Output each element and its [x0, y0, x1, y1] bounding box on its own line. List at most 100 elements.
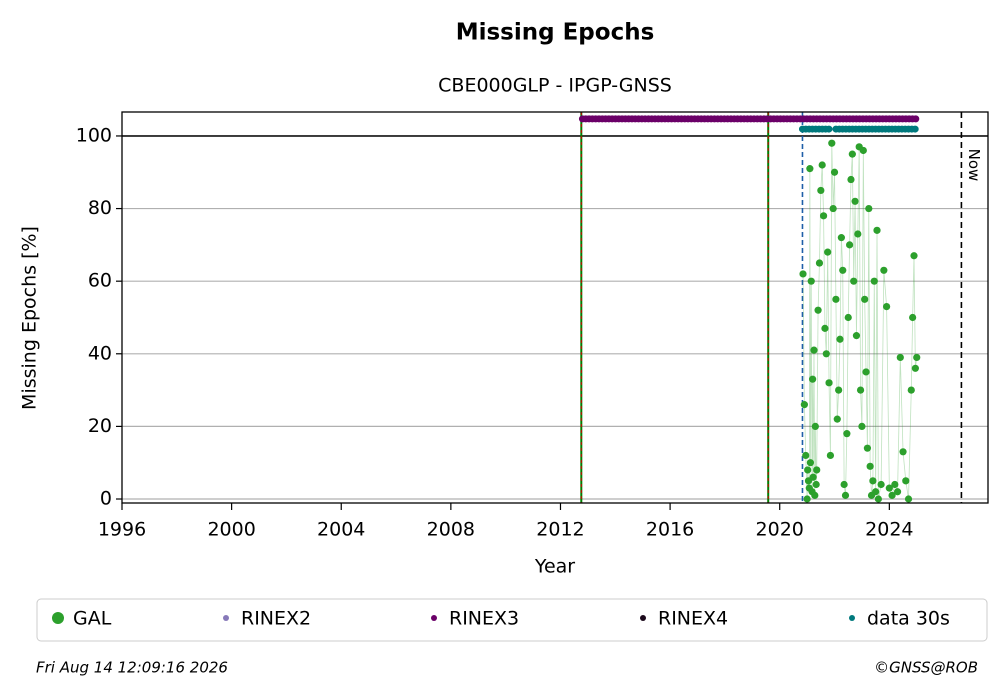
x-tick-label: 2020: [756, 519, 804, 541]
point: [880, 266, 888, 274]
point: [809, 375, 817, 383]
point: [846, 241, 854, 249]
point: [799, 270, 807, 278]
point: [911, 364, 919, 372]
x-tick-label: 2004: [317, 519, 365, 541]
point: [870, 277, 878, 285]
point: [811, 491, 819, 499]
legend-label: GAL: [73, 608, 112, 630]
x-tick-label: 1996: [98, 519, 146, 541]
point: [806, 165, 814, 173]
point: [877, 480, 885, 489]
point: [833, 415, 841, 423]
point: [825, 379, 833, 387]
y-tick-label: 100: [76, 124, 112, 146]
point: [828, 139, 836, 147]
y-axis-label: Missing Epochs [%]: [19, 226, 41, 410]
point: [858, 422, 866, 430]
point: [806, 459, 815, 467]
point: [872, 488, 880, 496]
point: [836, 335, 844, 343]
point: [854, 230, 862, 238]
point: [812, 480, 820, 489]
point: [883, 302, 891, 311]
point: [863, 444, 872, 452]
point: [902, 477, 910, 485]
point: [859, 146, 867, 155]
point: [810, 346, 818, 354]
point: [844, 313, 852, 322]
point: [856, 386, 865, 394]
y-tick-label: 40: [88, 342, 112, 364]
point: [837, 234, 845, 242]
legend-marker: [52, 612, 64, 624]
point: [896, 353, 904, 362]
x-tick-label: 2016: [646, 519, 694, 541]
point: [817, 186, 825, 195]
legend-marker: [223, 615, 229, 621]
point: [803, 495, 811, 503]
x-tick-label: 2024: [865, 519, 913, 541]
point: [862, 368, 870, 376]
legend-marker: [640, 615, 646, 621]
y-tick-label: 20: [88, 415, 112, 437]
y-tick-label: 0: [100, 488, 112, 510]
point: [869, 477, 877, 485]
chart-title: Missing Epochs: [456, 20, 655, 46]
point: [861, 295, 869, 303]
point: [885, 484, 893, 492]
footer-credit: ©GNSS@ROB: [874, 659, 978, 677]
point: [826, 451, 835, 460]
point: [850, 277, 858, 285]
x-tick-label: 2000: [207, 519, 255, 541]
legend-label: RINEX2: [241, 608, 311, 630]
point: [829, 204, 837, 213]
point: [893, 488, 902, 496]
point: [802, 451, 810, 460]
point: [819, 212, 828, 220]
point: [839, 266, 847, 274]
x-tick-label: 2008: [427, 519, 475, 541]
point: [800, 401, 808, 409]
point: [832, 295, 840, 303]
point: [822, 350, 830, 358]
point: [909, 313, 917, 322]
point: [835, 386, 843, 394]
point: [913, 353, 921, 362]
point: [874, 495, 882, 503]
point: [840, 480, 848, 489]
legend-label: RINEX3: [449, 608, 519, 630]
point: [847, 175, 855, 184]
series-line: [802, 143, 918, 500]
point: [841, 491, 850, 499]
legend-marker: [431, 615, 437, 621]
point: [813, 466, 821, 474]
point: [873, 226, 881, 234]
legend-box: [36, 598, 988, 642]
point: [866, 462, 874, 470]
point: [843, 430, 851, 438]
point: [904, 495, 913, 503]
point: [865, 204, 873, 213]
point: [811, 422, 819, 430]
point: [899, 448, 907, 456]
point: [807, 277, 815, 285]
x-tick-label: 2012: [536, 519, 584, 541]
point: [809, 473, 817, 481]
chart-subtitle: CBE000GLP - IPGP-GNSS: [438, 75, 672, 97]
point: [907, 386, 915, 394]
point: [821, 324, 829, 332]
x-axis-label: Year: [534, 556, 575, 578]
legend-marker: [849, 615, 855, 621]
point: [848, 150, 856, 158]
point: [804, 466, 812, 474]
point: [910, 252, 918, 260]
footer-date: Fri Aug 14 12:09:16 2026: [36, 659, 228, 677]
legend-label: RINEX4: [658, 608, 728, 630]
point: [815, 259, 824, 267]
point: [891, 480, 899, 489]
now-label: Now: [965, 149, 983, 182]
point: [851, 197, 859, 205]
point: [888, 491, 896, 499]
